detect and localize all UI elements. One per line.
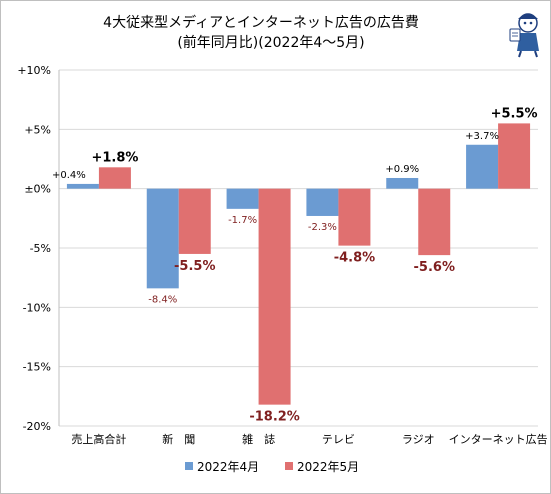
gridlines [59, 69, 538, 427]
category-label: ラジオ [402, 433, 435, 446]
y-tick-label: -20% [23, 420, 51, 433]
data-labels: +0.4% +1.8% -8.4% -5.5% -1.7% -18.2% -2.3% -4.8… [52, 106, 538, 424]
data-label: +5.5% [491, 106, 538, 121]
bar-series-b [258, 188, 291, 405]
data-label: -5.5% [174, 259, 215, 274]
data-label: -4.8% [334, 251, 375, 266]
title-line-1: 4大従来型メディアとインターネット広告の広告費 [103, 14, 419, 31]
bar-series-a [66, 183, 99, 189]
y-tick-label: -10% [23, 301, 51, 314]
data-label: +1.8% [91, 150, 138, 165]
legend: 2022年4月 2022年5月 [185, 460, 359, 474]
bar-series-a [466, 144, 499, 189]
bar-series-a [146, 188, 179, 289]
category-label: 売上高合計 [71, 432, 126, 446]
category-label: 新 聞 [162, 432, 195, 446]
y-tick-label: +10% [17, 64, 51, 77]
legend-swatch-series-a [185, 462, 193, 470]
data-label: +0.4% [52, 170, 86, 181]
data-label: -2.3% [308, 222, 337, 233]
data-label: +3.7% [465, 131, 499, 142]
category-label: インターネット広告 [449, 433, 548, 446]
y-axis: +10% +5% ±0% -5% -10% -15% -20% [17, 64, 60, 433]
bar-series-a [386, 177, 419, 189]
chart-title: 4大従来型メディアとインターネット広告の広告費 (前年同月比)(2022年4～5… [103, 14, 419, 51]
bar-series-b [418, 188, 451, 256]
bar-series-b [338, 188, 371, 246]
bar-series-a [226, 188, 259, 209]
data-label: -5.6% [414, 260, 455, 275]
y-tick-label: -5% [30, 242, 51, 255]
data-label: -18.2% [249, 410, 300, 425]
y-tick-label: -15% [23, 361, 51, 374]
bar-series-b [498, 123, 531, 189]
data-label: -8.4% [148, 294, 177, 305]
category-label: 雑 誌 [242, 432, 275, 446]
x-axis-categories: 売上高合計 新 聞 雑 誌 テレビ ラジオ インターネット広告 [71, 432, 547, 446]
y-tick-label: +5% [24, 123, 51, 136]
mascot-illustration [509, 13, 539, 58]
bar-series-a [306, 188, 339, 216]
data-label: -1.7% [228, 215, 257, 226]
category-label: テレビ [322, 433, 355, 446]
data-label: +0.9% [385, 164, 419, 175]
bars [66, 123, 531, 405]
y-tick-label: ±0% [24, 183, 51, 196]
bar-series-b [178, 188, 211, 254]
legend-label-series-b: 2022年5月 [297, 460, 359, 474]
bar-series-b [98, 167, 131, 189]
legend-label-series-a: 2022年4月 [197, 460, 259, 474]
legend-swatch-series-b [285, 462, 293, 470]
title-line-2: (前年同月比)(2022年4～5月) [177, 34, 364, 51]
